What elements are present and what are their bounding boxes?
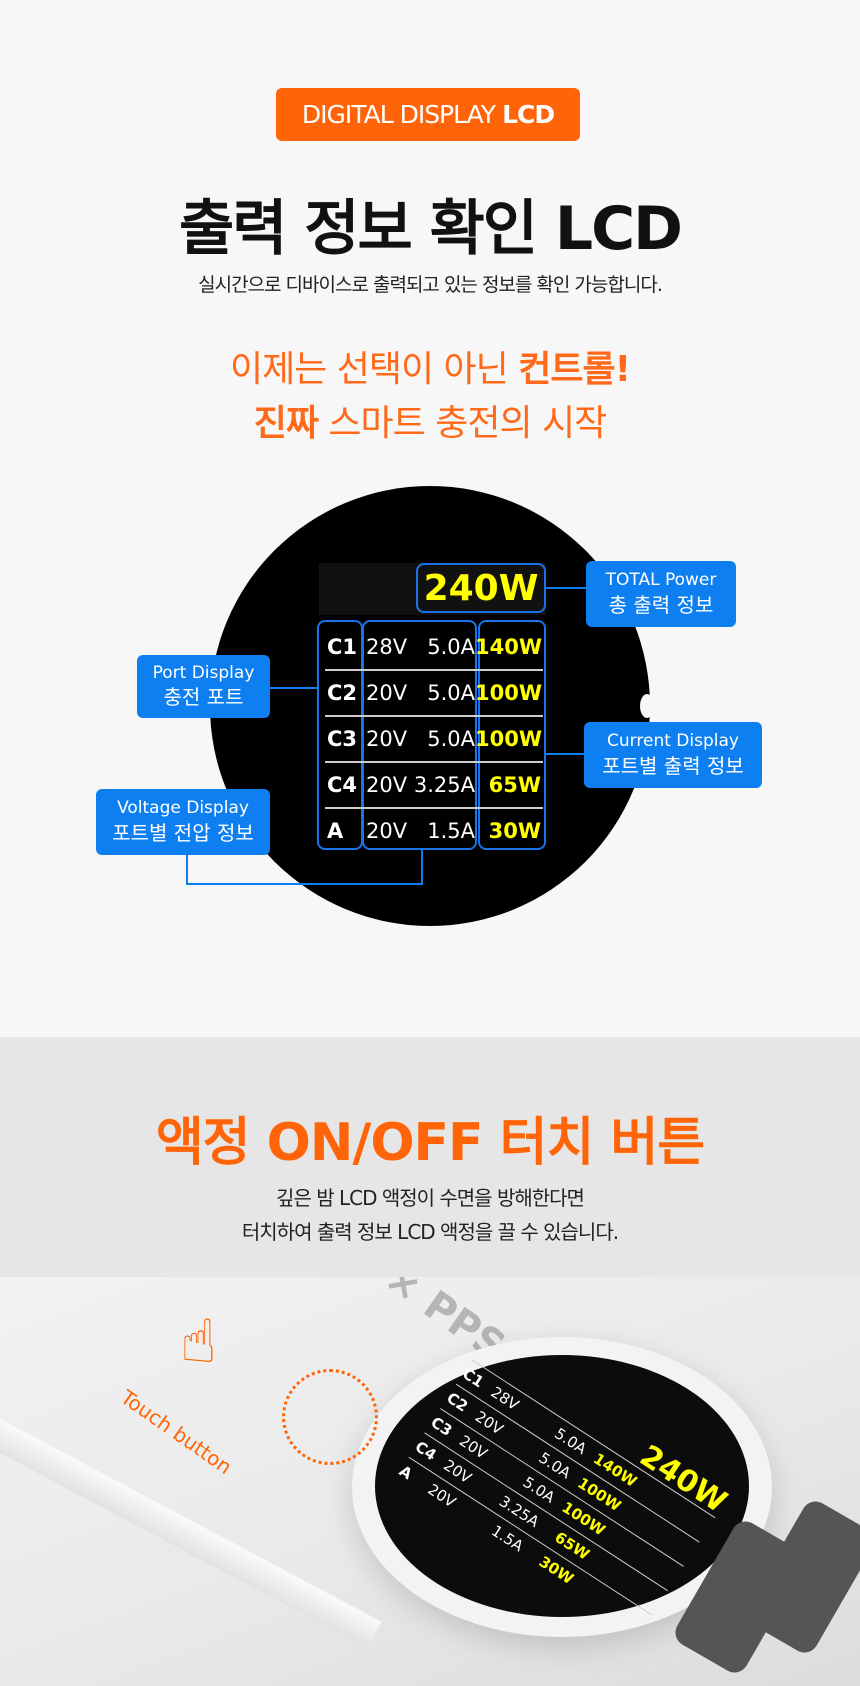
subtitle: 실시간으로 디바이스로 출력되고 있는 정보를 확인 가능합니다. [198, 274, 663, 296]
touch-button-label: Touch button [116, 1385, 237, 1480]
row-divider [325, 669, 543, 671]
current-value: 1.5A [427, 819, 475, 843]
lcd-notch [640, 694, 654, 718]
badge-text: DIGITAL DISPLAY [301, 100, 496, 129]
voltage-connector-v2 [186, 855, 188, 885]
port-connector [270, 687, 318, 689]
voltage-connector-v [421, 850, 423, 885]
lcd-top-area [319, 563, 546, 615]
voltage-value: 20V [366, 681, 408, 705]
page-title: 출력 정보 확인 LCD [179, 194, 683, 264]
tagline-1: 이제는 선택이 아닌 컨트롤! [0, 340, 860, 392]
current-value: 5.0A [427, 727, 475, 751]
power-value: 100W [475, 681, 542, 705]
port-label: A [327, 819, 344, 843]
tagline-2: 진짜 스마트 충전의 시작 [0, 394, 860, 446]
callout-ko: 포트별 전압 정보 [112, 820, 254, 845]
power-column-frame [478, 620, 546, 850]
lcd-row: C3 20V 5.0A 100W [323, 716, 543, 762]
callout-current-display: Current Display 포트별 출력 정보 [584, 722, 762, 788]
product-photo: GaN2 × PPS PD 3.1 240W C128V5.0A140WC220… [0, 1277, 860, 1686]
callout-en: Current Display [607, 731, 739, 752]
callout-en: Voltage Display [117, 798, 249, 819]
lcd-row: C1 28V 5.0A 140W [323, 624, 543, 670]
badge-bold-text: LCD [502, 100, 555, 129]
current-value: 3.25A [413, 773, 475, 797]
callout-en: TOTAL Power [605, 570, 717, 591]
voltage-value: 20V [366, 773, 408, 797]
callout-ko: 포트별 출력 정보 [602, 753, 744, 778]
row-divider [325, 715, 543, 717]
power-value: 100W [475, 727, 542, 751]
power-value: 65W [488, 773, 541, 797]
current-value: 5.0A [427, 635, 475, 659]
voltage-value: 20V [366, 727, 408, 751]
tagline-2-text: 스마트 충전의 시작 [328, 403, 607, 444]
port-label: C2 [327, 681, 358, 705]
lcd-row: C2 20V 5.0A 100W [323, 670, 543, 716]
tagline-1-text: 이제는 선택이 아닌 [229, 349, 509, 390]
callout-port-display: Port Display 충전 포트 [137, 655, 270, 718]
current-value: 5.0A [427, 681, 475, 705]
touch-title: 액정 ON/OFF 터치 버튼 [155, 1113, 705, 1173]
row-divider [325, 761, 543, 763]
voltage-column-frame [362, 620, 477, 850]
lcd-display [210, 486, 650, 926]
tagline-2-bold: 진짜 [253, 403, 319, 444]
section-badge: DIGITAL DISPLAY LCD [276, 88, 580, 141]
callout-total-power: TOTAL Power 총 출력 정보 [586, 561, 736, 627]
lcd-row: C4 20V 3.25A 65W [323, 762, 543, 808]
port-label: C4 [327, 773, 358, 797]
touch-desc-1: 깊은 밤 LCD 액정이 수면을 방해한다면 [276, 1186, 585, 1210]
power-value: 30W [488, 819, 541, 843]
voltage-value: 28V [366, 635, 408, 659]
tagline-1-bold: 컨트롤! [518, 349, 631, 390]
callout-voltage-display: Voltage Display 포트별 전압 정보 [96, 789, 270, 855]
lcd-row: A 20V 1.5A 30W [323, 808, 543, 854]
callout-ko: 총 출력 정보 [608, 592, 714, 617]
voltage-connector-h [186, 883, 423, 885]
callout-ko: 충전 포트 [163, 685, 244, 710]
voltage-value: 20V [366, 819, 408, 843]
touch-button-highlight[interactable] [282, 1369, 378, 1465]
port-label: C3 [327, 727, 358, 751]
touch-section-header [0, 1037, 860, 1277]
lcd-screen [375, 1355, 749, 1617]
hand-touch-icon: ☝ [180, 1307, 217, 1377]
total-connector [546, 587, 586, 589]
power-value: 140W [475, 635, 542, 659]
row-divider [325, 807, 543, 809]
port-label: C1 [327, 635, 358, 659]
current-connector [546, 753, 584, 755]
lcd-total-power: 240W [416, 563, 546, 613]
callout-en: Port Display [152, 662, 255, 683]
touch-desc-2: 터치하여 출력 정보 LCD 액정을 끌 수 있습니다. [241, 1220, 619, 1244]
